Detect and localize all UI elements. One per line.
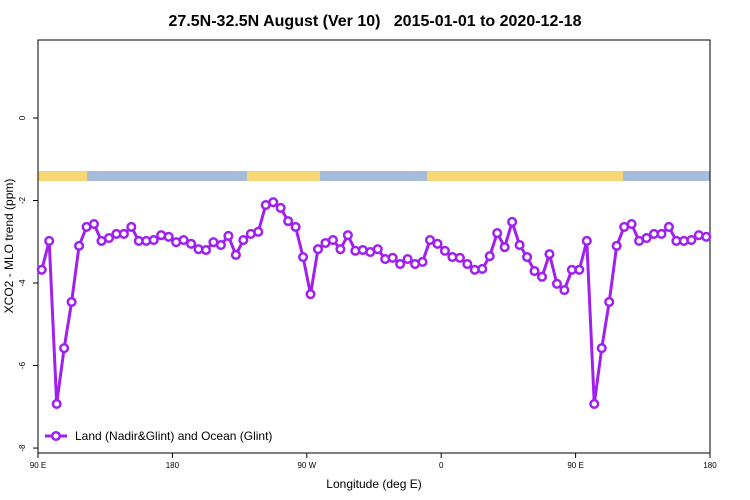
land-band <box>427 171 623 181</box>
data-point <box>484 251 495 262</box>
data-point <box>454 252 465 263</box>
data-point <box>283 216 294 227</box>
x-tick-label: 90 E <box>30 461 46 470</box>
data-point <box>686 235 697 246</box>
chart-title: 27.5N-32.5N August (Ver 10) 2015-01-01 t… <box>169 13 582 30</box>
data-point <box>417 256 428 268</box>
data-point <box>462 258 473 270</box>
data-point <box>432 238 443 249</box>
x-tick-label: 0 <box>439 461 444 470</box>
data-point <box>514 240 525 251</box>
data-point <box>395 258 406 270</box>
x-tick-label: 90 E <box>567 461 583 470</box>
data-point <box>604 296 615 308</box>
x-tick-label: 90 W <box>297 461 316 470</box>
land-band <box>247 171 320 181</box>
ocean-band <box>320 171 427 181</box>
y-tick-label: -2 <box>18 196 27 204</box>
data-point <box>312 244 324 255</box>
data-point <box>372 244 383 255</box>
data-point <box>402 254 413 265</box>
data-point <box>439 245 450 256</box>
land-band <box>38 171 87 181</box>
data-point <box>387 252 398 263</box>
ocean-band <box>623 171 710 181</box>
land-ocean-strip <box>38 171 710 181</box>
data-point <box>656 228 667 239</box>
data-point <box>178 235 189 246</box>
data-point <box>163 231 174 242</box>
data-point <box>305 289 316 300</box>
y-tick-label: 0 <box>18 115 27 120</box>
data-point <box>626 218 637 230</box>
data-point <box>36 264 47 275</box>
data-point <box>230 249 241 261</box>
data-point <box>74 240 85 251</box>
data-point <box>424 235 436 246</box>
data-point <box>529 265 540 277</box>
data-point <box>492 228 503 239</box>
data-point <box>126 221 137 232</box>
y-tick-label: -8 <box>18 444 27 452</box>
plot-frame <box>37 39 711 454</box>
data-point <box>186 238 197 249</box>
ocean-band <box>87 171 247 181</box>
data-point <box>148 235 159 246</box>
data-point <box>342 230 353 241</box>
data-point <box>66 296 77 308</box>
data-point <box>51 398 62 409</box>
data-point <box>544 249 555 260</box>
y-tick-label: -4 <box>18 279 27 287</box>
data-point <box>522 251 533 263</box>
data-point <box>574 264 585 275</box>
legend-marker <box>50 430 62 442</box>
data-point <box>298 251 309 263</box>
data-point <box>275 202 286 213</box>
data-point <box>44 235 55 246</box>
data-point <box>238 235 249 246</box>
data-point <box>223 230 234 242</box>
data-point <box>581 235 592 246</box>
data-point <box>335 244 346 255</box>
data-point <box>268 197 279 208</box>
y-tick-label: -6 <box>18 361 27 369</box>
data-point <box>559 284 570 296</box>
legend-label: Land (Nadir&Glint) and Ocean (Glint) <box>75 429 272 443</box>
data-point <box>536 271 548 282</box>
data-point <box>253 226 264 237</box>
data-point <box>596 343 607 354</box>
data-point <box>59 343 70 354</box>
data-point <box>103 232 114 244</box>
data-point <box>477 263 488 275</box>
data-point <box>663 221 674 232</box>
data-point <box>641 232 652 244</box>
x-tick-label: 180 <box>703 461 717 470</box>
data-point <box>215 240 226 251</box>
data-point <box>499 242 510 253</box>
y-axis-label: XCO2 - MLO trend (ppm) <box>2 179 16 314</box>
data-point <box>327 235 338 246</box>
data-point <box>551 278 562 289</box>
data-point <box>200 244 212 256</box>
data-point <box>589 398 600 409</box>
data-point <box>88 218 100 230</box>
data-point <box>611 240 622 251</box>
x-axis-label: Longitude (deg E) <box>326 477 421 491</box>
data-point <box>118 228 129 239</box>
data-point <box>290 221 301 232</box>
x-tick-label: 180 <box>166 461 180 470</box>
data-point <box>701 231 712 242</box>
data-point <box>507 216 518 228</box>
